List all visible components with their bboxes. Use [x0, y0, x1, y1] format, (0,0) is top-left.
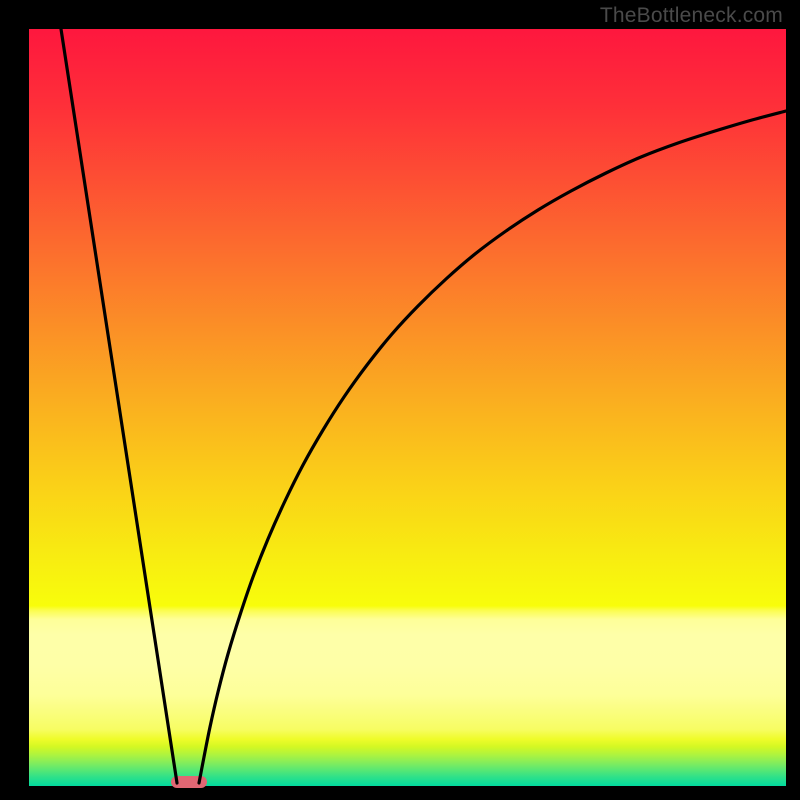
chart-frame: TheBottleneck.com: [0, 0, 800, 800]
watermark-text: TheBottleneck.com: [600, 4, 783, 28]
bottleneck-curves: [0, 0, 800, 800]
